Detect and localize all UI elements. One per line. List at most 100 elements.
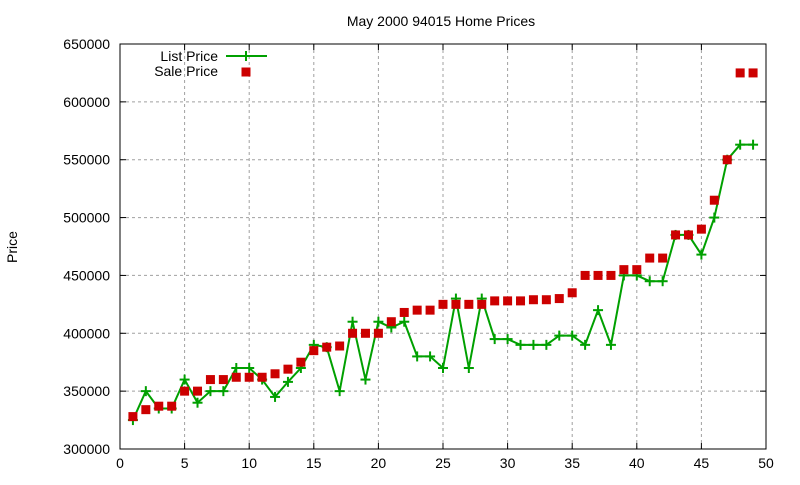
list-price-point — [644, 276, 655, 287]
sale-price-point — [399, 307, 409, 317]
legend-marker-list-price — [241, 51, 251, 61]
y-axis-label: Price — [4, 231, 20, 263]
list-price-point — [735, 139, 746, 150]
sale-price-point — [464, 299, 474, 309]
list-price-point — [580, 339, 591, 350]
sale-price-point — [128, 412, 138, 422]
sale-price-point — [580, 270, 590, 280]
y-tick-label: 350000 — [63, 383, 110, 399]
list-price-point — [347, 316, 358, 327]
legend-marker-sale-price — [241, 67, 251, 77]
plot-area — [127, 68, 759, 426]
x-tick-label: 15 — [306, 455, 322, 471]
sale-price-point — [322, 342, 332, 352]
sale-price-point — [257, 372, 267, 382]
list-price-point — [360, 374, 371, 385]
legend-label-sale-price: Sale Price — [154, 63, 218, 79]
x-tick-label: 0 — [116, 455, 124, 471]
chart-title: May 2000 94015 Home Prices — [347, 13, 535, 29]
list-price-point — [696, 249, 707, 260]
sale-price-point — [283, 364, 293, 374]
list-price-point — [179, 374, 190, 385]
sale-price-point — [554, 294, 564, 304]
sale-price-point — [696, 224, 706, 234]
list-price-point — [192, 397, 203, 408]
sale-price-point — [490, 296, 500, 306]
sale-price-point — [348, 328, 358, 338]
sale-price-point — [645, 253, 655, 263]
list-price-point — [438, 363, 448, 373]
list-price-point — [489, 334, 500, 345]
sale-price-point — [193, 386, 203, 396]
y-tick-label: 550000 — [63, 152, 110, 168]
list-price-point — [554, 330, 565, 341]
sale-price-point — [567, 288, 577, 298]
sale-price-point — [373, 328, 383, 338]
x-tick-label: 20 — [371, 455, 387, 471]
list-price-point — [231, 363, 242, 373]
x-tick-label: 50 — [758, 455, 774, 471]
list-price-point — [528, 339, 539, 350]
y-tick-label: 500000 — [63, 210, 110, 226]
sale-price-point — [270, 369, 280, 379]
list-price-point — [463, 363, 474, 373]
y-tick-label: 600000 — [63, 94, 110, 110]
list-price-point — [605, 339, 616, 350]
list-price-point — [567, 330, 578, 341]
list-price-point — [657, 276, 668, 287]
list-price-point — [218, 386, 229, 397]
list-price-point — [593, 305, 604, 316]
list-price-point — [140, 386, 151, 397]
sale-price-point — [593, 270, 603, 280]
list-price-point — [334, 386, 345, 397]
x-tick-label: 40 — [629, 455, 645, 471]
x-tick-label: 35 — [564, 455, 580, 471]
sale-price-point — [683, 230, 693, 240]
x-tick-label: 25 — [435, 455, 451, 471]
sale-price-point — [528, 295, 538, 305]
sale-price-point — [516, 296, 526, 306]
list-price-point — [270, 391, 281, 402]
sale-price-point — [735, 68, 745, 78]
sale-price-point — [244, 372, 254, 382]
sale-price-point — [360, 328, 370, 338]
sale-price-point — [425, 305, 435, 315]
grid — [120, 44, 766, 449]
sale-price-point — [412, 305, 422, 315]
list-price-point — [373, 316, 384, 327]
sale-price-point — [748, 68, 758, 78]
sale-price-point — [167, 401, 177, 411]
list-price-point — [399, 316, 410, 327]
sale-price-point — [541, 295, 551, 305]
sale-price-point — [709, 195, 719, 205]
sale-price-point — [438, 299, 448, 309]
list-price-point — [412, 351, 423, 362]
sale-price-point — [231, 372, 241, 382]
sale-price-point — [141, 405, 151, 415]
sale-price-point — [477, 299, 487, 309]
sale-price-point — [503, 296, 513, 306]
list-price-point — [515, 339, 526, 350]
sale-price-point — [218, 375, 228, 385]
sale-price-point — [722, 155, 732, 165]
list-price-point — [244, 363, 255, 373]
y-tick-label: 450000 — [63, 267, 110, 283]
sale-price-point — [154, 401, 164, 411]
x-tick-label: 30 — [500, 455, 516, 471]
x-tick-label: 5 — [181, 455, 189, 471]
x-tick-label: 10 — [241, 455, 257, 471]
sale-price-point — [606, 270, 616, 280]
ticks: 0 5 10 15 20 25 30 35 40 45 50 300000 350000 400000 45… — [63, 36, 774, 471]
sale-price-point — [619, 265, 629, 275]
list-price-point — [541, 339, 552, 350]
sale-price-point — [335, 341, 345, 351]
sale-price-point — [180, 386, 190, 396]
y-tick-label: 650000 — [63, 36, 110, 52]
sale-price-point — [671, 230, 681, 240]
list-price-point — [748, 139, 759, 150]
list-price-point — [502, 334, 513, 345]
sale-price-point — [205, 375, 215, 385]
plot-border — [119, 43, 767, 450]
sale-price-point — [309, 346, 319, 356]
